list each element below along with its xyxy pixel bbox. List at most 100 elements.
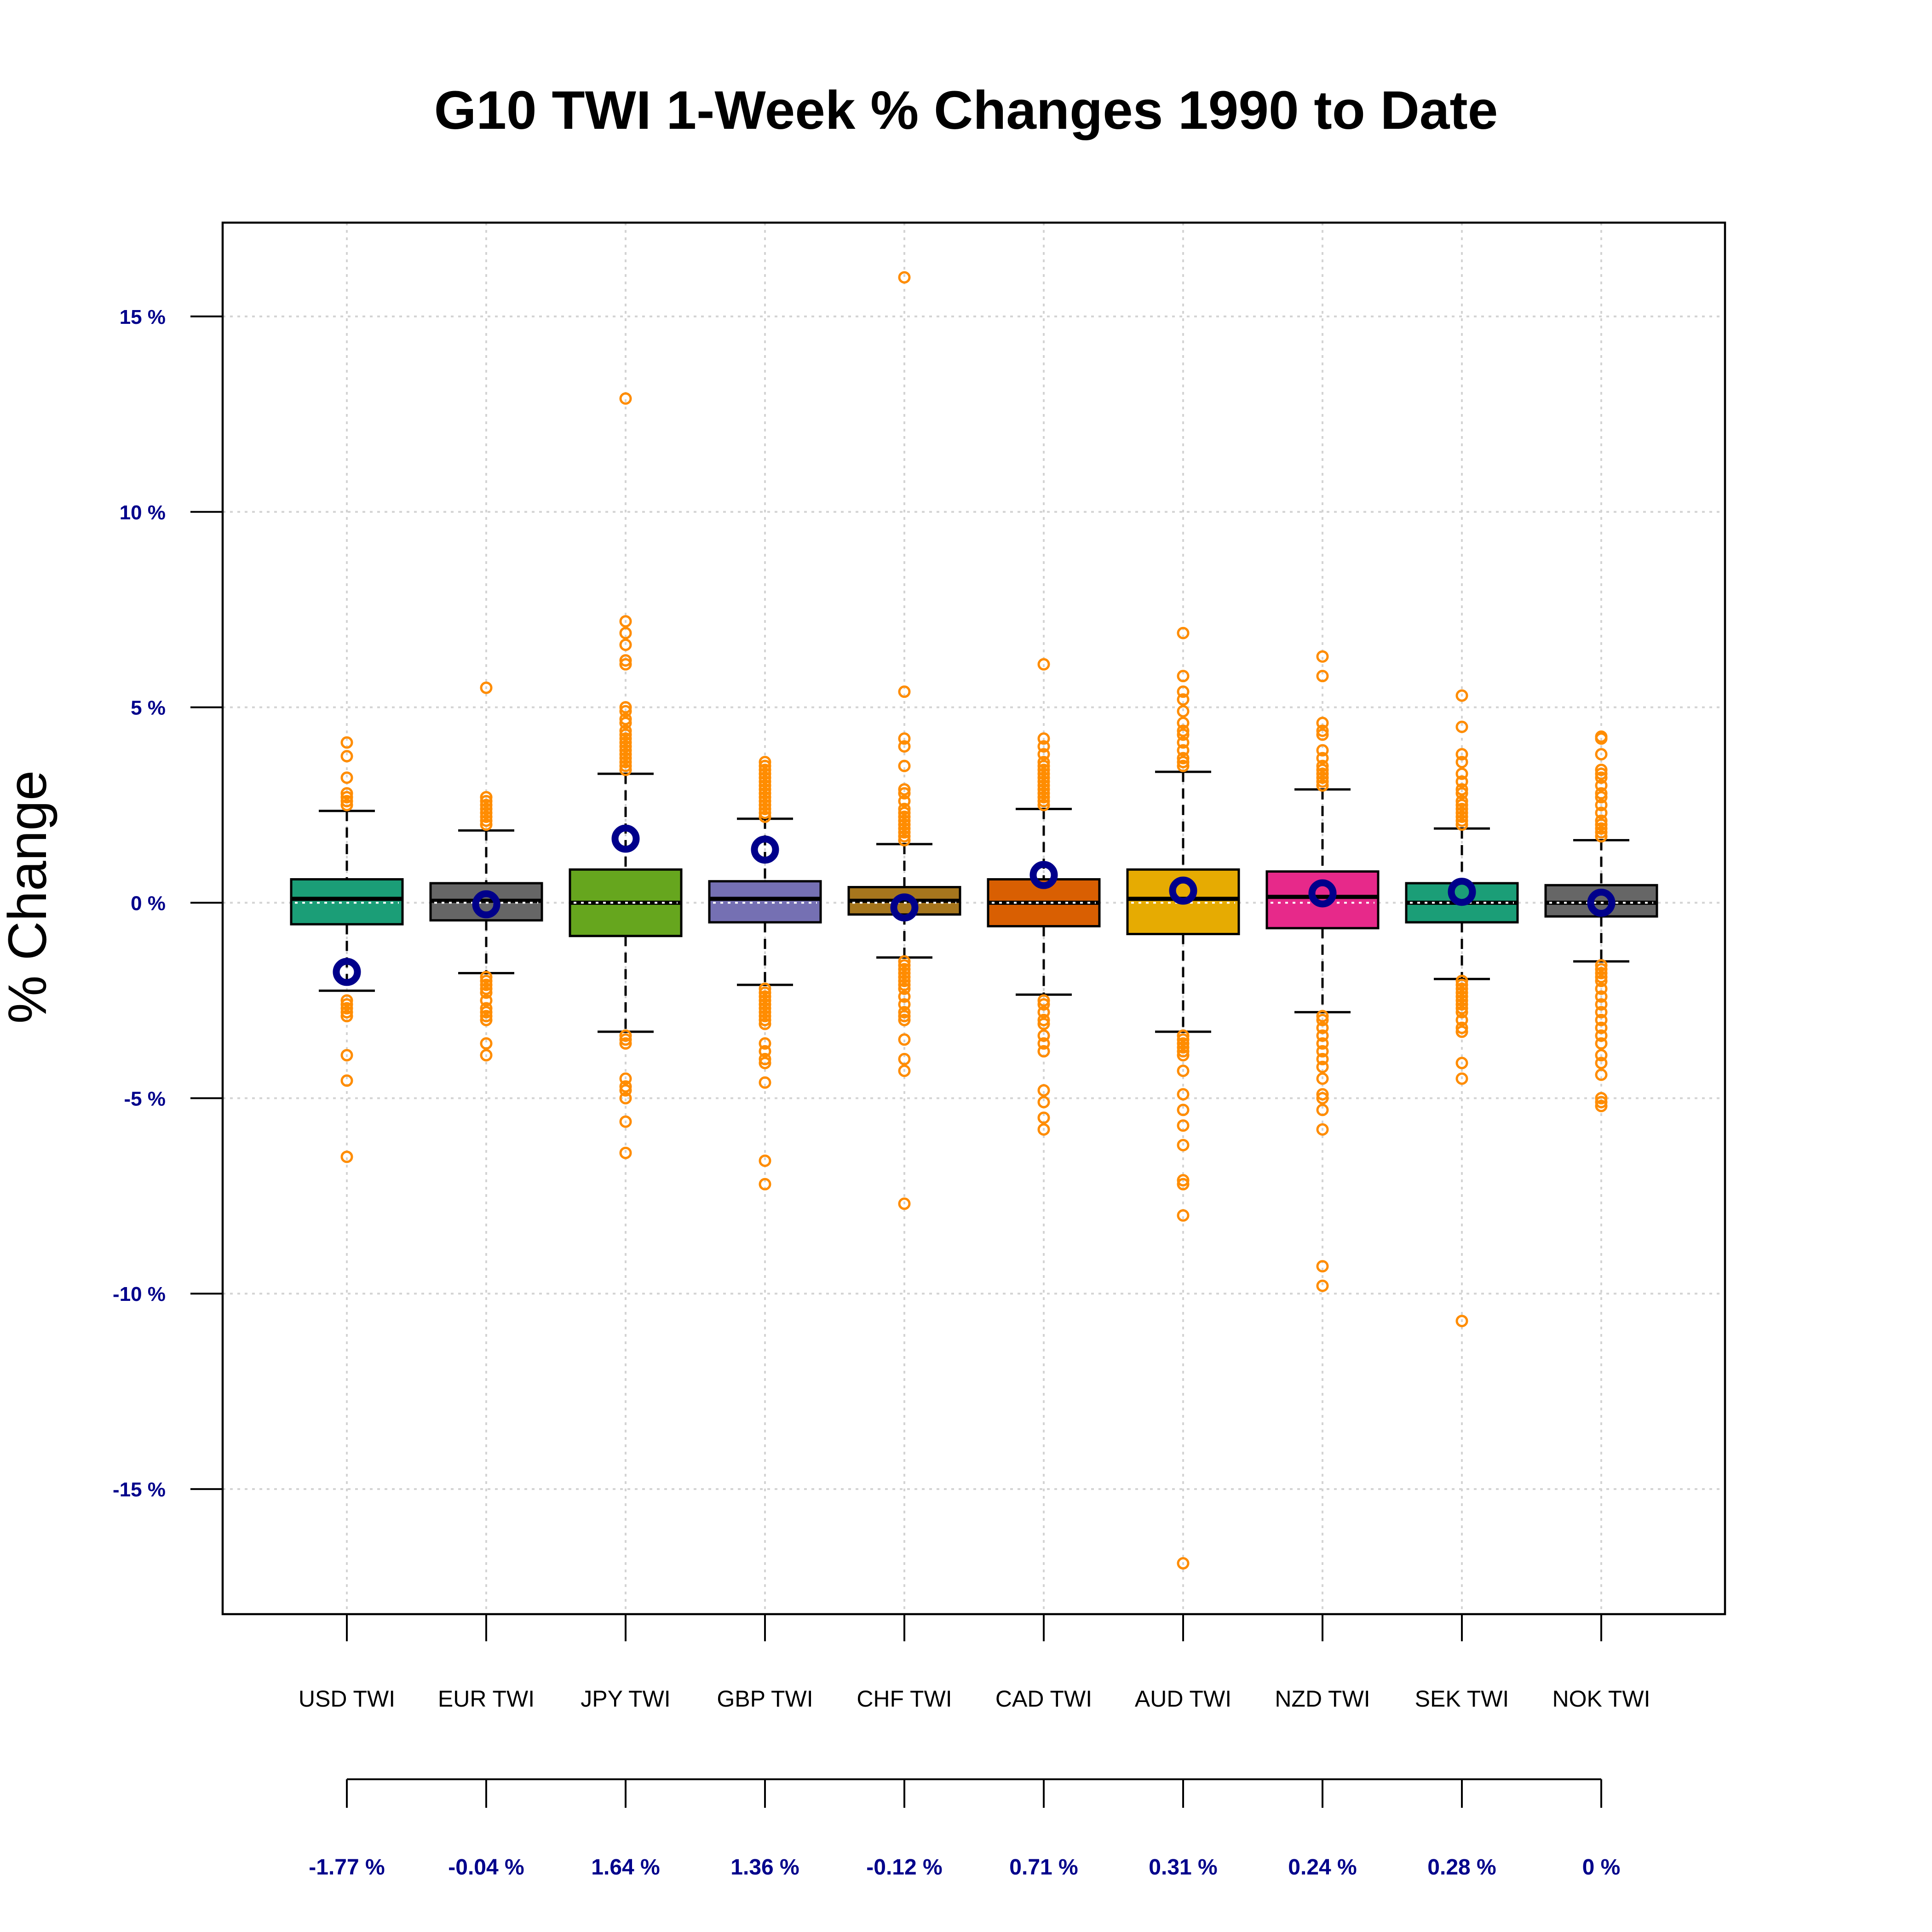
outlier-point <box>759 791 771 804</box>
outlier-point <box>1455 974 1468 987</box>
outlier-point <box>1455 787 1468 800</box>
outlier-point <box>1177 1138 1190 1151</box>
outlier-point <box>1595 799 1608 811</box>
outlier-point <box>759 1002 771 1015</box>
outlier-point <box>1455 767 1468 780</box>
latest-value-marker <box>1029 861 1058 889</box>
outlier-point <box>340 791 353 804</box>
outlier-point <box>1037 748 1050 761</box>
outlier-point <box>1455 1025 1468 1038</box>
outlier-point <box>1316 767 1329 780</box>
outlier-point <box>1595 1013 1608 1026</box>
outlier-point <box>619 724 632 737</box>
outlier-point <box>898 814 911 827</box>
outlier-point <box>1455 814 1468 827</box>
outlier-point <box>1595 732 1608 745</box>
outlier-point <box>1037 787 1050 800</box>
outlier-point <box>1316 1260 1329 1273</box>
outlier-point <box>759 1154 771 1167</box>
outlier-point <box>1455 756 1468 769</box>
outlier-point <box>619 736 632 749</box>
outlier-point <box>1037 1045 1050 1058</box>
outlier-point <box>1595 771 1608 784</box>
y-tick-label: 15 % <box>120 306 166 328</box>
latest-value-label: 0.31 % <box>1149 1855 1217 1880</box>
latest-value-marker <box>472 890 500 919</box>
outlier-point <box>1177 759 1190 772</box>
outlier-point <box>1455 982 1468 995</box>
outlier-point <box>898 971 911 983</box>
outlier-point <box>759 1178 771 1190</box>
outlier-point <box>480 795 493 808</box>
outlier-point <box>1037 998 1050 1011</box>
outlier-point <box>619 1115 632 1128</box>
outlier-point <box>898 998 911 1011</box>
outlier-point <box>1037 795 1050 808</box>
outlier-point <box>898 982 911 995</box>
outlier-point <box>619 638 632 651</box>
outlier-point <box>1316 724 1329 737</box>
outlier-point <box>1177 728 1190 741</box>
outlier-point <box>1177 1104 1190 1116</box>
outlier-point <box>480 971 493 983</box>
y-axis-label: % Change <box>0 770 58 1024</box>
outlier-point <box>1177 693 1190 706</box>
outlier-point <box>1455 1021 1468 1034</box>
outlier-point <box>480 799 493 811</box>
outlier-point <box>1037 1123 1050 1136</box>
outlier-point <box>340 799 353 811</box>
outlier-point <box>1037 756 1050 769</box>
outlier-point <box>898 1033 911 1046</box>
outlier-point <box>1595 1037 1608 1050</box>
outlier-point <box>1455 978 1468 991</box>
latest-marker-layer <box>333 824 1616 986</box>
outlier-point <box>1595 748 1608 761</box>
outlier-point <box>1595 990 1608 1003</box>
outlier-point <box>1595 1006 1608 1018</box>
outlier-point <box>619 654 632 667</box>
outlier-point <box>1595 822 1608 835</box>
outlier-point <box>1037 658 1050 671</box>
outlier-point <box>1595 1092 1608 1104</box>
outlier-point <box>1316 1123 1329 1136</box>
outlier-point <box>1177 744 1190 757</box>
outlier-point <box>619 764 632 776</box>
outlier-point <box>1595 791 1608 804</box>
outlier-point <box>759 1045 771 1058</box>
outlier-point <box>1037 994 1050 1007</box>
outlier-point <box>1037 1013 1050 1026</box>
outlier-layer <box>340 271 1608 1570</box>
outlier-point <box>1595 959 1608 972</box>
outlier-point <box>619 756 632 769</box>
outlier-point <box>1316 771 1329 784</box>
outlier-point <box>898 818 911 831</box>
outlier-point <box>1595 998 1608 1011</box>
outlier-point <box>759 783 771 796</box>
outlier-point <box>1455 1013 1468 1026</box>
latest-value-label: 1.64 % <box>591 1855 660 1880</box>
outlier-point <box>1037 791 1050 804</box>
outlier-point <box>898 955 911 968</box>
outlier-point <box>898 787 911 800</box>
outlier-point <box>759 767 771 780</box>
chart-title: G10 TWI 1-Week % Changes 1990 to Date <box>434 80 1498 141</box>
outlier-point <box>1595 779 1608 792</box>
outlier-point <box>1595 1029 1608 1042</box>
outlier-point <box>1455 998 1468 1011</box>
outlier-point <box>1316 752 1329 765</box>
outlier-point <box>759 806 771 819</box>
outlier-point <box>619 1092 632 1104</box>
latest-value-marker <box>1587 889 1616 917</box>
outlier-point <box>1455 1006 1468 1018</box>
outlier-point <box>480 1010 493 1023</box>
latest-value-label: 1.36 % <box>730 1855 799 1880</box>
outlier-point <box>619 1080 632 1093</box>
outlier-point <box>619 392 632 405</box>
outlier-point <box>1177 717 1190 730</box>
outlier-point <box>898 1064 911 1077</box>
outlier-point <box>480 994 493 1007</box>
latest-value-marker <box>751 835 779 864</box>
outlier-point <box>1316 1279 1329 1292</box>
outlier-point <box>1595 1049 1608 1062</box>
